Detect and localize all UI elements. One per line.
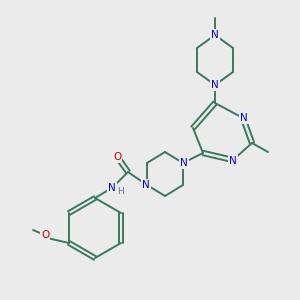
Text: O: O xyxy=(41,230,49,240)
Text: O: O xyxy=(113,152,121,162)
Text: N: N xyxy=(229,156,237,166)
Text: N: N xyxy=(108,183,116,193)
Text: N: N xyxy=(211,80,219,90)
Text: N: N xyxy=(142,180,150,190)
Text: H: H xyxy=(117,188,123,196)
Text: N: N xyxy=(240,113,248,123)
Text: N: N xyxy=(180,158,188,168)
Text: N: N xyxy=(211,30,219,40)
